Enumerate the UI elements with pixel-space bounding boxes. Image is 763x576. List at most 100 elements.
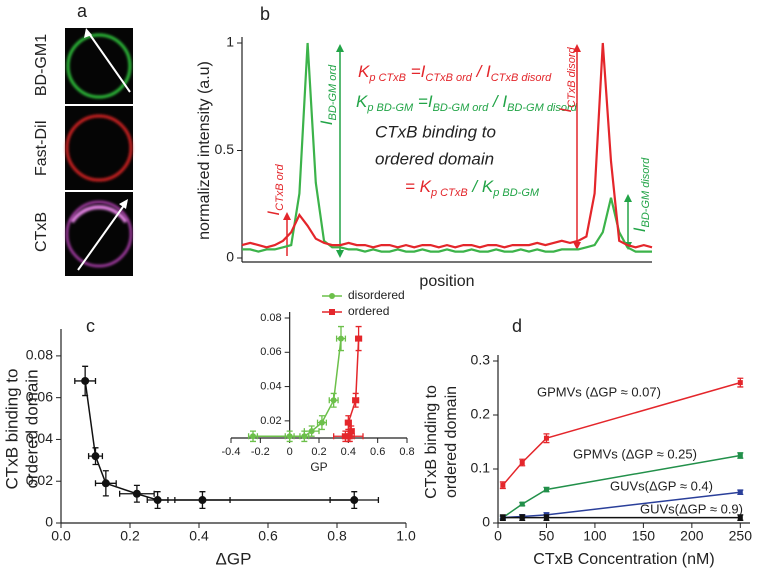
- arrow-label: ICTxB disord: [556, 47, 577, 113]
- annotation: = Kp CTxB / Kp BD-GM: [405, 177, 540, 198]
- annotation-text: =I: [406, 62, 426, 81]
- y-axis-label: CTxB binding to: [423, 385, 440, 499]
- point: [330, 397, 337, 404]
- y-axis-label: CTxB binding to: [2, 369, 21, 490]
- point: [132, 489, 141, 498]
- x-tick-label: 0.6: [370, 446, 385, 458]
- point: [519, 515, 525, 521]
- micrograph: [65, 106, 133, 190]
- point: [198, 496, 207, 505]
- legend-marker: [329, 293, 335, 299]
- data-line: [502, 381, 741, 486]
- y-tick-label: 0.08: [26, 347, 53, 363]
- annotation-text: CTxB ord: [425, 72, 472, 84]
- series-label: GUVs(ΔGP ≈ 0.4): [610, 478, 713, 493]
- point: [500, 482, 506, 488]
- arrow-label-text: BD-GM ord: [327, 64, 339, 121]
- arrow-label-text: I: [556, 108, 575, 113]
- arrow-label-text: I: [264, 211, 283, 216]
- series-label: GPMVs (ΔGP ≈ 0.07): [537, 384, 661, 399]
- x-tick-label: 1.0: [396, 528, 416, 544]
- series-label: GPMVs (ΔGP ≈ 0.25): [573, 446, 697, 461]
- annotation-text: BD-GM disord: [507, 102, 578, 114]
- y-tick-label: 0.1: [471, 460, 491, 476]
- x-tick-label: 0.8: [399, 446, 414, 458]
- annotation-text: K: [356, 92, 368, 111]
- point: [345, 419, 352, 426]
- arrow-label-text: I: [630, 227, 649, 232]
- y-axis-label: ordered domain: [22, 369, 41, 488]
- y-tick-label: 0.02: [260, 415, 281, 427]
- annotation-text: p BD-GM: [366, 102, 414, 114]
- x-axis-label: position: [419, 273, 474, 290]
- point: [543, 515, 549, 521]
- x-tick-label: 200: [680, 528, 704, 544]
- annotation: CTxB binding to: [375, 122, 496, 141]
- x-tick-label: 0.0: [51, 528, 71, 544]
- annotation-text: BD-GM ord: [433, 102, 490, 114]
- annotation-text: p BD-GM: [492, 187, 540, 199]
- arrow-label-text: BD-GM disord: [640, 157, 652, 228]
- x-axis-label: CTxB Concentration (nM): [533, 551, 714, 568]
- data-line: [242, 42, 652, 253]
- x-tick-label: 0: [494, 528, 502, 544]
- point: [355, 335, 362, 342]
- y-tick-label: 0.06: [26, 388, 53, 404]
- point: [301, 433, 308, 440]
- point: [342, 433, 349, 440]
- point: [519, 501, 525, 507]
- annotation-text: =I: [413, 92, 433, 111]
- panel-label: d: [512, 316, 522, 336]
- y-tick-label: 0.04: [260, 380, 281, 392]
- point: [250, 433, 256, 440]
- point: [737, 515, 743, 521]
- annotation-text: = K: [405, 177, 432, 196]
- arrow-label: IBD-GM disord: [630, 157, 651, 232]
- x-tick-label: 0.8: [327, 528, 347, 544]
- point: [91, 452, 100, 461]
- channel-label: CTxB: [33, 212, 50, 252]
- arrow-label-text: CTxB ord: [274, 164, 286, 211]
- x-tick-label: 0.6: [258, 528, 278, 544]
- point: [543, 487, 549, 493]
- micrograph: [65, 28, 133, 104]
- data-line: [502, 454, 741, 519]
- annotation-text: / K: [468, 177, 494, 196]
- annotation: Kp CTxB =ICTxB ord / ICTxB disord: [358, 62, 552, 83]
- point: [318, 419, 325, 426]
- arrow-label-text: CTxB disord: [566, 47, 578, 108]
- x-tick-label: 150: [632, 528, 656, 544]
- x-tick-label: 0.4: [341, 446, 356, 458]
- point: [500, 515, 506, 521]
- x-tick-label: 50: [539, 528, 555, 544]
- point: [737, 489, 743, 495]
- y-tick-label: 0.3: [471, 352, 491, 368]
- data-line: [241, 42, 653, 249]
- trend-line: [84, 380, 355, 501]
- legend-label: disordered: [348, 288, 405, 302]
- series-label: GUVs(ΔGP ≈ 0.9): [640, 501, 743, 516]
- arrow-label-text: I: [317, 120, 336, 125]
- point: [543, 435, 549, 441]
- channel-label: Fast-DiI: [33, 120, 50, 176]
- point: [338, 335, 344, 342]
- y-tick-label: 0.06: [260, 346, 281, 358]
- y-axis-label: ordered domain: [443, 386, 460, 498]
- point: [308, 428, 315, 435]
- annotation-text: p CTxB: [368, 72, 406, 84]
- y-tick-label: 0.08: [260, 312, 281, 324]
- annotation-text: / I: [488, 92, 507, 111]
- legend-marker: [329, 309, 335, 315]
- x-tick-label: 100: [583, 528, 607, 544]
- x-tick-label: 0.2: [120, 528, 140, 544]
- x-tick-label: 250: [729, 528, 753, 544]
- annotation-text: K: [358, 62, 370, 81]
- x-axis-label: GP: [310, 460, 327, 474]
- panel-label: b: [260, 4, 270, 24]
- y-tick-label: 0.2: [471, 406, 491, 422]
- y-tick-label: 0: [45, 514, 53, 530]
- point: [286, 433, 293, 440]
- annotation: Kp BD-GM =IBD-GM ord / IBD-GM disord: [356, 92, 578, 113]
- point: [101, 479, 110, 488]
- y-tick-label: 0: [482, 514, 490, 530]
